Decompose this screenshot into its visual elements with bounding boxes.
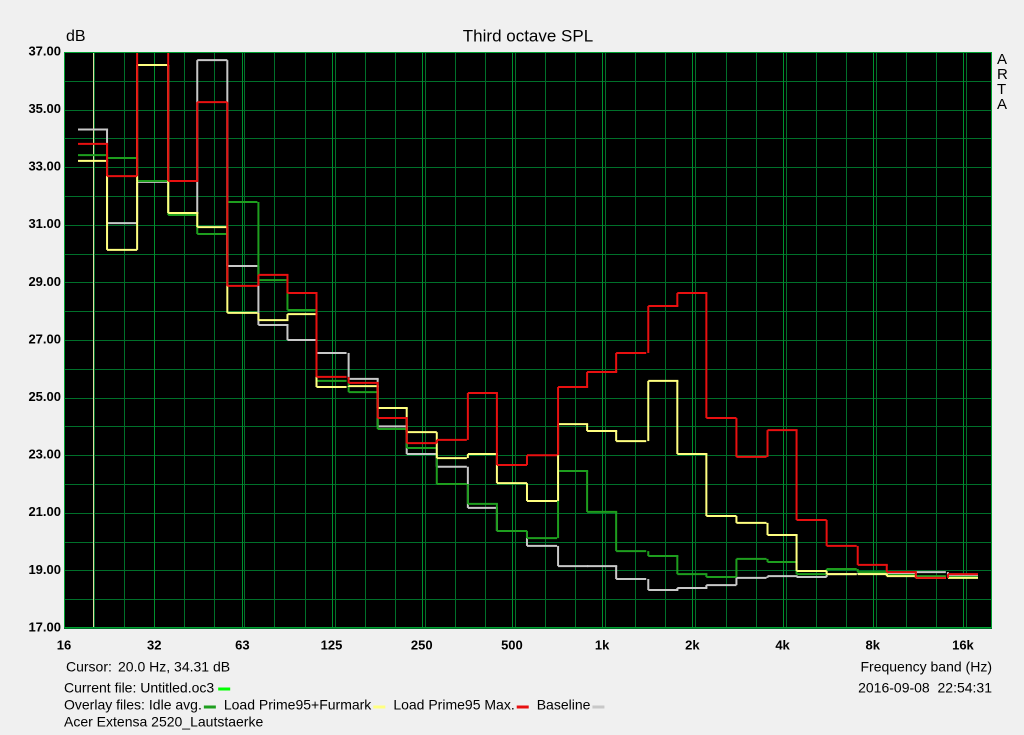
x-tick-label: 125: [321, 637, 343, 652]
cursor-label: Cursor:: [66, 659, 112, 675]
x-tick-label: 16k: [952, 637, 974, 652]
cursor-value: 20.0 Hz, 34.31 dB: [118, 659, 230, 675]
x-axis-label: Frequency band (Hz): [860, 659, 992, 675]
y-axis-label: dB: [66, 28, 86, 45]
chart-title: Third octave SPL: [463, 26, 593, 45]
x-tick-label: 1k: [595, 637, 610, 652]
y-tick-label: 33.00: [28, 159, 61, 174]
legend-label: Idle avg.: [149, 697, 202, 713]
y-tick-label: 37.00: [28, 43, 61, 58]
legend-label: Baseline: [537, 697, 591, 713]
grid: [64, 52, 992, 629]
x-tick-label: 2k: [685, 637, 700, 652]
plot-lines: [78, 52, 978, 591]
y-tick-label: 27.00: [28, 331, 61, 346]
y-tick-label: 21.00: [28, 504, 61, 519]
y-tick-label: 19.00: [28, 562, 61, 577]
y-tick-label: 35.00: [28, 101, 61, 116]
plot-border: [64, 52, 992, 628]
y-tick-label: 17.00: [28, 619, 61, 634]
x-tick-label: 32: [147, 637, 161, 652]
x-tick-label: 4k: [775, 637, 790, 652]
legend-label: Load Prime95 Max.: [393, 697, 514, 713]
current-file: Current file: Untitled.oc3: [64, 680, 214, 696]
legend-label: Load Prime95+Furmark: [224, 697, 372, 713]
y-tick-label: 23.00: [28, 447, 61, 462]
timestamp: 2016-09-08 22:54:31: [858, 680, 992, 696]
x-tick-label: 250: [411, 637, 433, 652]
overlay-label: Overlay files:: [64, 697, 145, 713]
y-tick-label: 31.00: [28, 216, 61, 231]
file-name: Acer Extensa 2520_Lautstaerke: [64, 714, 263, 730]
series-line: [78, 52, 978, 579]
y-tick-label: 25.00: [28, 389, 61, 404]
x-tick-label: 63: [235, 637, 249, 652]
x-tick-label: 8k: [866, 637, 881, 652]
x-tick-label: 500: [501, 637, 523, 652]
x-tick-label: 16: [57, 637, 71, 652]
watermark: ARTA: [997, 51, 1008, 113]
y-tick-label: 29.00: [28, 274, 61, 289]
